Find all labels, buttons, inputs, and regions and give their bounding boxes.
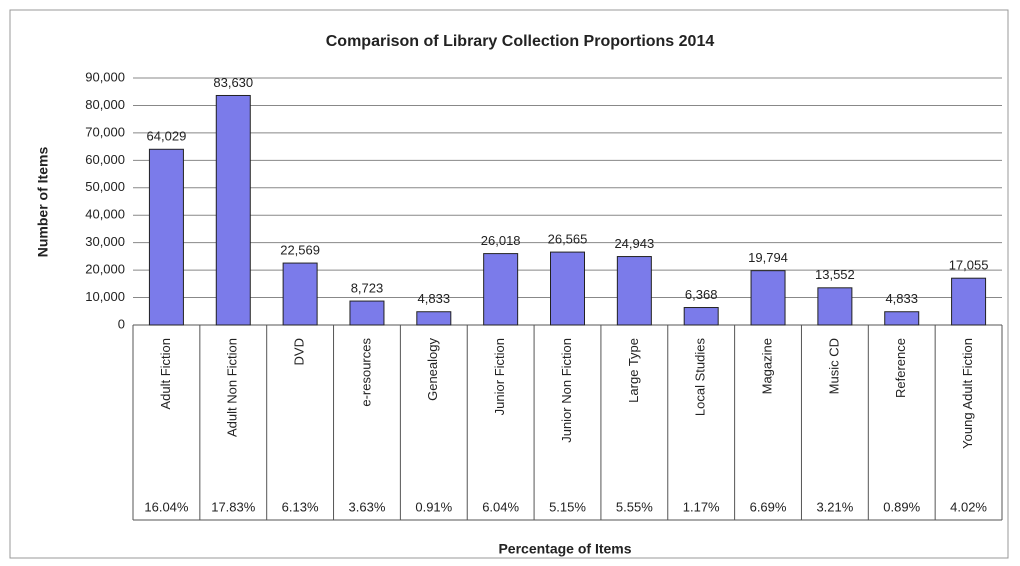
- data-label: 6,368: [685, 287, 718, 302]
- percentage-cell: 0.89%: [883, 499, 920, 514]
- x-tick-label: Reference: [893, 338, 908, 398]
- x-tick-label: Music CD: [826, 338, 841, 394]
- bar: [483, 253, 519, 326]
- x-tick-label: e-resources: [358, 338, 373, 407]
- bar: [215, 94, 251, 326]
- chart-title: Comparison of Library Collection Proport…: [326, 33, 715, 50]
- x-tick-label: Young Adult Fiction: [960, 338, 975, 449]
- x-tick-label: Large Type: [626, 338, 641, 403]
- y-tick-label: 10,000: [85, 289, 125, 304]
- bar: [683, 307, 719, 326]
- y-tick-label: 20,000: [85, 262, 125, 277]
- x-tick-label: Adult Fiction: [158, 338, 173, 410]
- x-axis-title: Percentage of Items: [498, 541, 631, 557]
- percentage-cell: 6.69%: [750, 499, 787, 514]
- percentage-cell: 5.15%: [549, 499, 586, 514]
- data-label: 24,943: [614, 236, 654, 251]
- percentage-cell: 5.55%: [616, 499, 653, 514]
- percentage-cell: 3.63%: [349, 499, 386, 514]
- bar: [884, 311, 920, 326]
- data-label: 22,569: [280, 242, 320, 257]
- x-tick-label: Magazine: [759, 338, 774, 394]
- bar: [349, 300, 385, 326]
- percentage-cell: 17.83%: [211, 499, 256, 514]
- y-tick-label: 50,000: [85, 179, 125, 194]
- percentage-cell: 3.21%: [816, 499, 853, 514]
- data-label: 26,018: [481, 233, 521, 248]
- data-label: 8,723: [351, 280, 384, 295]
- y-tick-label: 90,000: [85, 69, 125, 84]
- y-axis-title: Number of Items: [35, 147, 51, 258]
- data-label: 4,833: [885, 291, 918, 306]
- x-tick-label: Adult Non Fiction: [225, 338, 240, 437]
- percentage-cell: 0.91%: [415, 499, 452, 514]
- data-label: 19,794: [748, 250, 788, 265]
- bar: [750, 270, 786, 326]
- x-tick-label: Genealogy: [425, 338, 440, 401]
- y-tick-label: 80,000: [85, 97, 125, 112]
- y-tick-label: 60,000: [85, 152, 125, 167]
- bar: [951, 277, 987, 326]
- bar: [282, 262, 318, 326]
- y-tick-label: 70,000: [85, 124, 125, 139]
- y-tick-label: 30,000: [85, 234, 125, 249]
- x-tick-label: DVD: [292, 338, 307, 365]
- y-tick-label: 0: [118, 316, 125, 331]
- bar: [616, 256, 652, 326]
- percentage-cell: 6.04%: [482, 499, 519, 514]
- x-tick-label: Junior Fiction: [492, 338, 507, 415]
- y-tick-label: 40,000: [85, 207, 125, 222]
- percentage-cell: 1.17%: [683, 499, 720, 514]
- data-label: 13,552: [815, 267, 855, 282]
- data-label: 64,029: [147, 129, 187, 144]
- bar: [148, 148, 184, 326]
- percentage-cell: 4.02%: [950, 499, 987, 514]
- bar: [550, 251, 585, 326]
- x-tick-label: Local Studies: [693, 338, 708, 417]
- bar: [817, 287, 853, 326]
- data-label: 4,833: [418, 291, 451, 306]
- x-tick-label: Junior Non Fiction: [559, 338, 574, 443]
- percentage-cell: 6.13%: [282, 499, 319, 514]
- percentage-cell: 16.04%: [144, 499, 189, 514]
- data-label: 17,055: [949, 258, 989, 273]
- bar: [416, 311, 452, 326]
- data-label: 83,630: [213, 75, 253, 90]
- data-label: 26,565: [548, 232, 588, 247]
